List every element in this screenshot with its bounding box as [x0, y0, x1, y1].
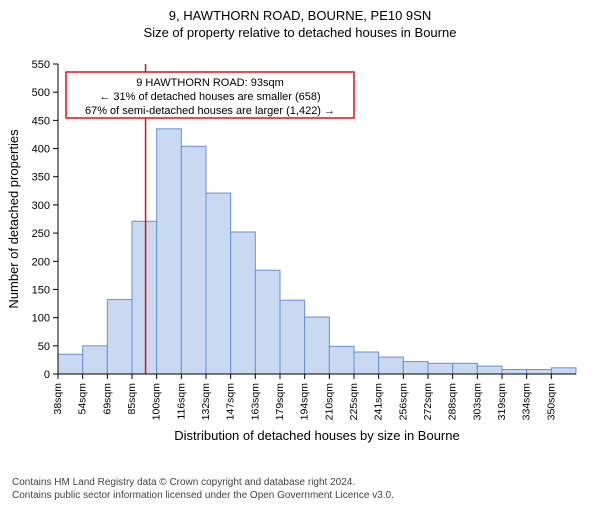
x-tick-label: 319sqm	[496, 383, 508, 421]
footer-line-1: Contains HM Land Registry data © Crown c…	[12, 477, 588, 490]
x-tick-label: 288sqm	[447, 383, 459, 421]
x-tick-label: 303sqm	[471, 383, 483, 421]
x-tick-label: 334sqm	[521, 383, 533, 421]
histogram-bar	[206, 193, 231, 374]
x-tick-label: 69sqm	[101, 383, 113, 415]
histogram-bar	[107, 300, 132, 374]
chart-svg: 0 50 100 150 200 250 300 350 400 450 500 550 38sqm 54…	[0, 54, 600, 454]
histogram-bar	[502, 369, 527, 374]
x-tick-label: 38sqm	[52, 383, 64, 415]
x-tick-label: 241sqm	[373, 383, 385, 421]
annotation-line-2: ← 31% of detached houses are smaller (65…	[99, 91, 320, 103]
x-tick-label: 100sqm	[151, 383, 163, 421]
histogram-bar	[551, 368, 576, 374]
x-tick-label: 210sqm	[323, 383, 335, 421]
histogram-bar	[403, 362, 428, 374]
chart-subtitle: Size of property relative to detached ho…	[0, 25, 600, 40]
histogram-bar	[477, 366, 502, 374]
histogram-bar	[255, 270, 280, 374]
histogram-bar	[83, 346, 108, 374]
y-tick-label: 150	[32, 284, 50, 296]
x-tick-label: 194sqm	[299, 383, 311, 421]
x-tick-label: 132sqm	[200, 383, 212, 421]
y-tick-label: 0	[44, 369, 50, 381]
y-tick-label: 550	[32, 59, 50, 71]
y-axis-label: Number of detached properties	[6, 129, 21, 309]
x-tick-label: 225sqm	[348, 383, 360, 421]
y-tick-label: 250	[32, 228, 50, 240]
histogram-bar	[231, 232, 256, 374]
histogram-bar	[58, 354, 83, 374]
x-tick-label: 179sqm	[274, 383, 286, 421]
x-tick-label: 163sqm	[249, 383, 261, 421]
footer-attribution: Contains HM Land Registry data © Crown c…	[12, 477, 588, 502]
histogram-bar	[280, 300, 305, 374]
histogram-chart: 0 50 100 150 200 250 300 350 400 450 500 550 38sqm 54…	[0, 54, 600, 454]
histogram-bar	[329, 346, 354, 374]
y-tick-label: 500	[32, 87, 50, 99]
histogram-bar	[157, 129, 182, 374]
histogram-bar	[527, 369, 552, 374]
y-tick-label: 200	[32, 256, 50, 268]
histogram-bar	[354, 352, 379, 374]
x-tick-label: 147sqm	[225, 383, 237, 421]
histogram-bar	[453, 363, 478, 374]
x-tick-label: 256sqm	[397, 383, 409, 421]
histogram-bar	[379, 357, 404, 374]
x-tick-label: 272sqm	[422, 383, 434, 421]
x-tick-label: 85sqm	[126, 383, 138, 415]
histogram-bar	[305, 317, 330, 374]
y-tick-label: 450	[32, 115, 50, 127]
y-tick-label: 100	[32, 313, 50, 325]
y-tick-label: 300	[32, 200, 50, 212]
x-tick-label: 350sqm	[545, 383, 557, 421]
annotation-line-1: 9 HAWTHORN ROAD: 93sqm	[136, 77, 284, 89]
y-tick-label: 400	[32, 144, 50, 156]
x-tick-label: 54sqm	[77, 383, 89, 415]
y-tick-label: 350	[32, 172, 50, 184]
histogram-bar	[181, 146, 206, 374]
x-tick-label: 116sqm	[175, 383, 187, 420]
chart-title: 9, HAWTHORN ROAD, BOURNE, PE10 9SN	[0, 8, 600, 23]
annotation-line-3: 67% of semi-detached houses are larger (…	[85, 105, 335, 117]
histogram-bar	[428, 363, 453, 374]
footer-line-2: Contains public sector information licen…	[12, 490, 588, 503]
histogram-bar	[132, 221, 157, 374]
x-axis-label: Distribution of detached houses by size …	[174, 428, 459, 443]
y-tick-label: 50	[38, 341, 50, 353]
